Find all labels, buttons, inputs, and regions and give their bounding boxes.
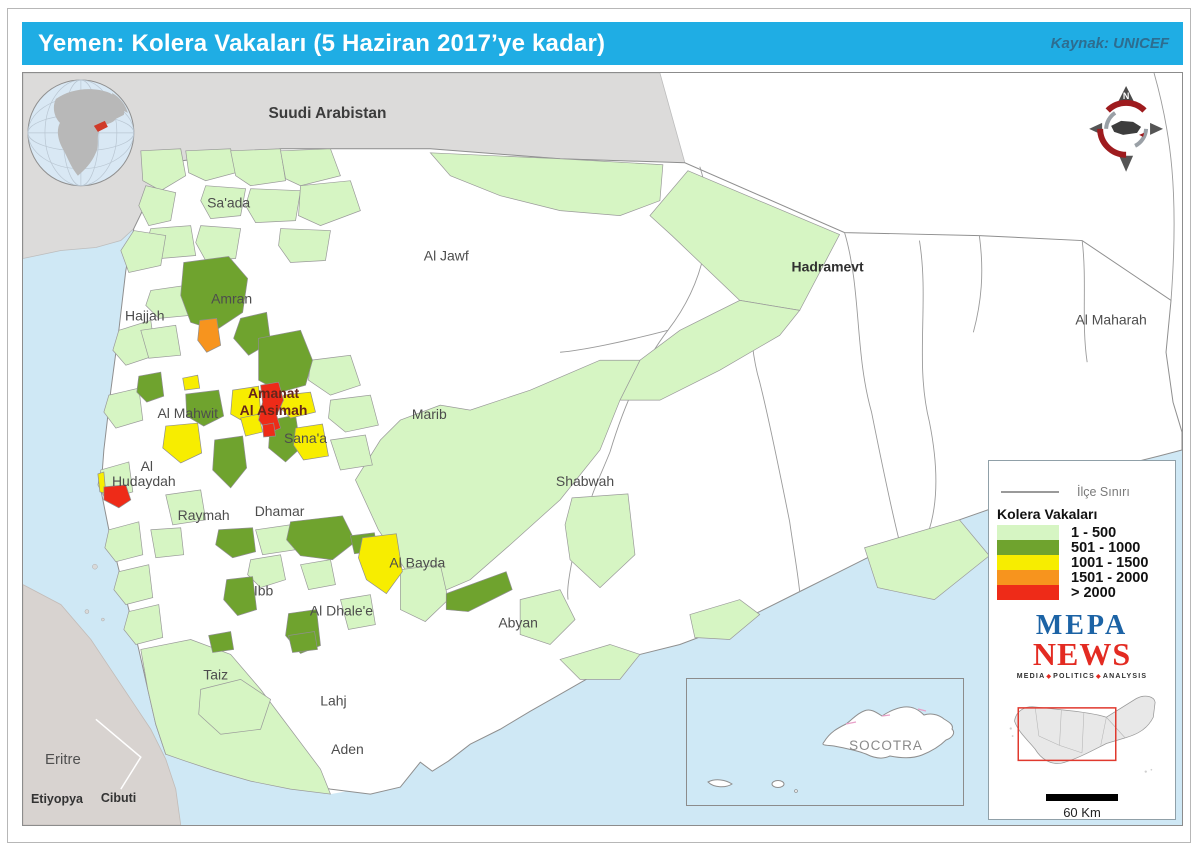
legend-row: 1 - 500 — [997, 525, 1175, 541]
yemen-map: Suudi Arabistan Sa'ada Al Jawf Hadramevt… — [23, 73, 1182, 825]
map-label-hadramevt: Hadramevt — [792, 258, 865, 274]
map-label-shabwah: Shabwah — [556, 473, 614, 489]
map-label-amanat-line1: Amanat — [248, 385, 300, 401]
scale-label: 60 Km — [1063, 805, 1101, 820]
map-label-lahj: Lahj — [320, 692, 346, 708]
inset-small-island — [771, 780, 785, 788]
map-label-al-bayda: Al Bayda — [389, 555, 445, 571]
globe-yemen-highlight — [93, 120, 108, 132]
map-label-al-dhalee: Al Dhale'e — [310, 603, 373, 619]
map-frame: Suudi Arabistan Sa'ada Al Jawf Hadramevt… — [22, 72, 1183, 826]
district-boundary-label: İlçe Sınırı — [1077, 485, 1130, 499]
sea — [23, 228, 1182, 825]
legend-swatch-1001-1500 — [997, 555, 1059, 570]
map-label-al-hudaydah-line2: Hudaydah — [112, 473, 176, 489]
logo-line-news: NEWS — [1032, 636, 1132, 672]
legend-swatch-1501-2000 — [997, 570, 1059, 585]
districts-1001-1500 — [97, 374, 403, 595]
legend-panel: İlçe Sınırı Kolera Vakaları 1 - 500 501 … — [988, 460, 1176, 820]
legend-row: 501 - 1000 — [997, 540, 1175, 556]
map-label-dhamar: Dhamar — [255, 503, 305, 519]
map-label-raymah: Raymah — [178, 507, 230, 523]
page-title: Yemen: Kolera Vakaları (5 Haziran 2017’y… — [38, 29, 606, 57]
map-label-ibb: Ibb — [254, 583, 274, 599]
legend-title: Kolera Vakaları — [997, 506, 1098, 522]
map-label-eritre: Eritre — [45, 751, 81, 768]
districts-over-2000 — [103, 381, 284, 509]
header-bar: Yemen: Kolera Vakaları (5 Haziran 2017’y… — [22, 22, 1183, 65]
africa-border — [95, 718, 142, 790]
compass-rose-icon: N — [1089, 85, 1164, 172]
legend-row: 1501 - 2000 — [997, 570, 1175, 586]
mepa-news-logo: MEPA NEWS MEDIA◆POLITICS◆ANALYSIS — [989, 610, 1175, 681]
legend-row: > 2000 — [997, 585, 1175, 601]
legend-boundary-row: İlçe Sınırı — [989, 485, 1175, 499]
red-sea-islands — [84, 563, 105, 622]
district-boundary-line-swatch — [1001, 491, 1059, 493]
inset-small-island — [707, 779, 733, 788]
inset-label-socotra: SOCOTRA — [849, 738, 923, 753]
legend-swatch-over-2000 — [997, 585, 1059, 600]
inset-small-island — [794, 789, 798, 793]
map-label-taiz: Taiz — [203, 666, 228, 682]
diamond-separator-icon: ◆ — [1046, 674, 1053, 680]
map-label-sanaa: Sana'a — [284, 430, 327, 446]
map-label-marib: Marib — [412, 406, 447, 422]
map-label-aden: Aden — [331, 741, 364, 757]
scale-bar — [1046, 794, 1118, 801]
source-credit: Kaynak: UNICEF — [1050, 35, 1169, 52]
map-label-saudi-arabia: Suudi Arabistan — [268, 105, 386, 122]
diamond-separator-icon: ◆ — [1096, 674, 1102, 680]
legend-swatch-1-500 — [997, 525, 1059, 540]
globe-locator-icon — [27, 79, 135, 187]
map-label-etiyopya: Etiyopya — [31, 792, 84, 806]
map-label-al-jawf: Al Jawf — [424, 248, 469, 264]
logo-line-mepa: MEPA — [1035, 610, 1129, 641]
map-label-abyan: Abyan — [498, 615, 538, 631]
socotra-island — [822, 706, 955, 759]
page-border — [7, 8, 1191, 843]
minimap-extent-rectangle — [1017, 707, 1117, 762]
logo-tagline: MEDIA◆POLITICS◆ANALYSIS — [1016, 673, 1148, 680]
map-label-al-hudaydah-line1: Al — [141, 458, 153, 474]
district-1501-2000 — [197, 317, 222, 353]
map-label-hajjah: Hajjah — [125, 307, 165, 323]
compass-north-label: N — [1123, 91, 1129, 101]
legend-swatch-501-1000 — [997, 540, 1059, 555]
map-label-al-mahwit: Al Mahwit — [157, 405, 218, 421]
map-label-amran: Amran — [211, 290, 252, 306]
socotra-inset: SOCOTRA — [686, 678, 964, 806]
map-label-al-maharah: Al Maharah — [1075, 311, 1146, 327]
overview-minimap — [1009, 695, 1156, 773]
map-label-amanat-line2: Al Asimah — [240, 402, 308, 418]
districts-1-500 — [97, 148, 990, 795]
africa-landmass — [23, 584, 182, 825]
map-label-cibuti: Cibuti — [101, 791, 136, 805]
legend-row: 1001 - 1500 — [997, 555, 1175, 571]
map-label-saada: Sa'ada — [207, 195, 250, 211]
